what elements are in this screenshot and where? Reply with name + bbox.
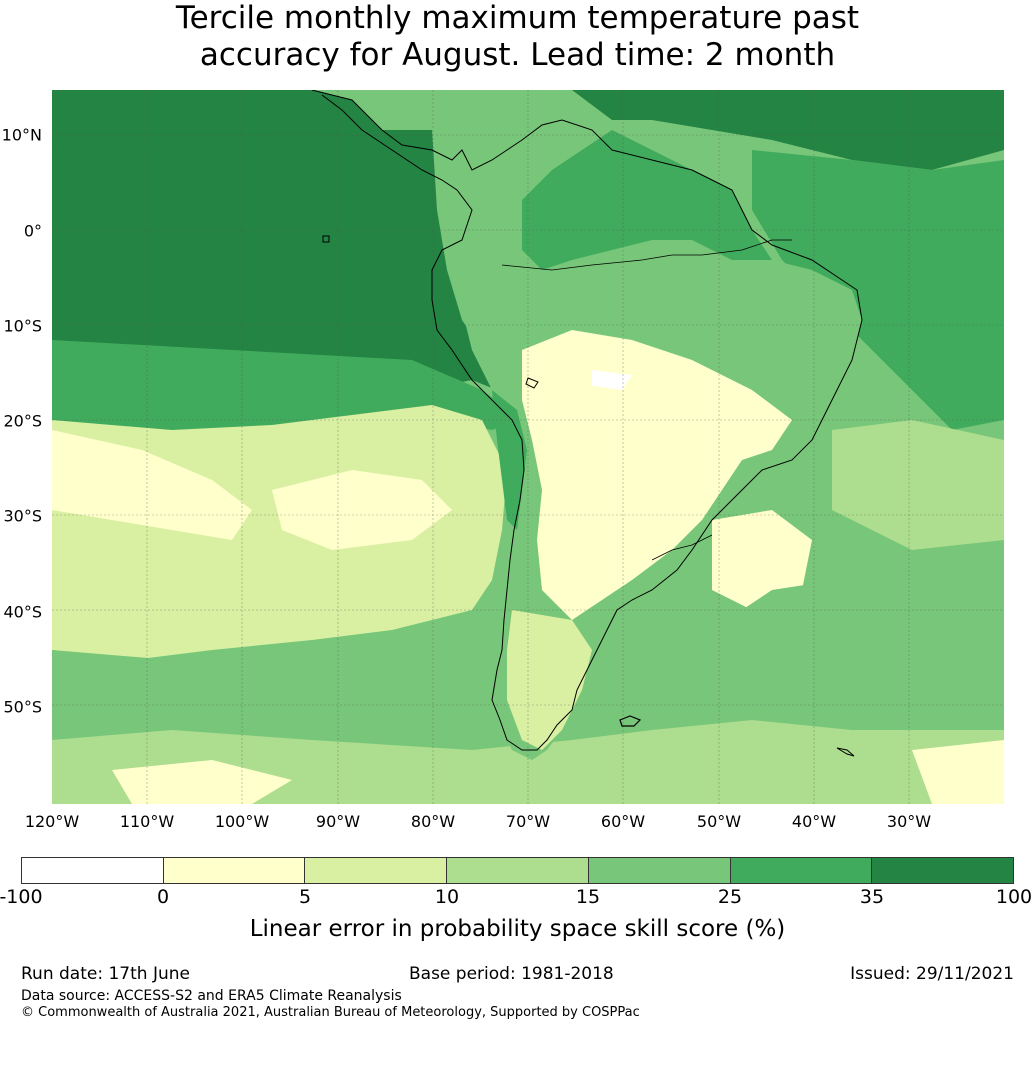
- lon-label-50w: 50°W: [696, 812, 742, 831]
- base-period: Base period: 1981-2018: [409, 964, 614, 984]
- lat-label-40s: 40°S: [3, 602, 42, 622]
- south-georgia: [836, 747, 855, 757]
- colorbar-segment-6: [872, 858, 1014, 883]
- lon-label-100w: 100°W: [214, 812, 270, 831]
- lon-label-80w: 80°W: [410, 812, 456, 831]
- colorbar-tick: 25: [717, 886, 743, 908]
- region-very-low-southern-2: [912, 740, 1004, 804]
- colorbar-tick: 10: [434, 886, 460, 908]
- region-very-low-pacific-2: [272, 470, 452, 550]
- lon-label-60w: 60°W: [600, 812, 646, 831]
- lon-label-120w: 120°W: [24, 812, 80, 831]
- data-source: Data source: ACCESS-S2 and ERA5 Climate …: [21, 988, 402, 1004]
- colorbar-segment-2: [305, 858, 448, 883]
- map-title: Tercile monthly maximum temperature past…: [0, 0, 1035, 74]
- copyright: © Commonwealth of Australia 2021, Austra…: [21, 1005, 640, 1020]
- title-line-1: Tercile monthly maximum temperature past: [175, 0, 860, 36]
- colorbar-segment-4: [588, 858, 731, 883]
- region-very-low-pacific: [52, 430, 252, 540]
- lon-label-70w: 70°W: [505, 812, 551, 831]
- colorbar-tick: 0: [156, 886, 170, 908]
- colorbar-segment-1: [163, 858, 306, 883]
- colorbar-segment-3: [447, 858, 589, 883]
- lake-titicaca: [525, 377, 539, 389]
- lon-label-110w: 110°W: [119, 812, 175, 831]
- lat-label-0: 0°: [23, 221, 42, 241]
- lon-label-40w: 40°W: [791, 812, 837, 831]
- region-mid-south-pacific: [52, 630, 502, 750]
- region-high-skill-pacific: [52, 90, 382, 150]
- issued-date: Issued: 29/11/2021: [850, 964, 1014, 984]
- colorbar-label: Linear error in probability space skill …: [249, 916, 786, 942]
- colorbar-segment-5: [730, 858, 873, 883]
- colorbar-tick: 15: [575, 886, 601, 908]
- coastline: [311, 90, 863, 751]
- region-atlantic-mid: [752, 150, 1004, 430]
- region-high-skill-atlantic-north: [572, 90, 1004, 170]
- lat-label-20s: 20°S: [3, 411, 42, 431]
- region-atlantic-very-low: [712, 510, 812, 610]
- falkland-islands: [619, 715, 642, 727]
- lat-label-30s: 30°S: [3, 506, 42, 526]
- lat-label-10n: 10°N: [1, 125, 42, 145]
- region-andes-high: [492, 390, 527, 530]
- region-land-interior-low: [522, 330, 792, 620]
- colorbar-tick: -100: [0, 886, 43, 908]
- lat-label-50s: 50°S: [3, 697, 42, 717]
- map-canvas: [52, 90, 1004, 804]
- region-very-low-southern: [112, 760, 292, 804]
- lon-label-30w: 30°W: [886, 812, 932, 831]
- colorbar: [21, 857, 1014, 884]
- rio-de-la-plata: [651, 534, 713, 561]
- run-date: Run date: 17th June: [21, 964, 190, 984]
- galapagos: [322, 235, 330, 243]
- amazon-river: [501, 239, 792, 271]
- graticule: [52, 90, 1004, 804]
- region-atlantic-low: [832, 420, 1004, 550]
- title-line-2: accuracy for August. Lead time: 2 month: [199, 37, 836, 73]
- colorbar-tick: 35: [859, 886, 885, 908]
- skill-score-map: [52, 90, 1004, 804]
- colorbar-tick: 100: [995, 886, 1033, 908]
- colorbar-segment-0: [22, 858, 164, 883]
- lon-label-90w: 90°W: [315, 812, 361, 831]
- region-land-north-high: [522, 130, 772, 270]
- colorbar-tick: 5: [298, 886, 312, 908]
- lat-label-10s: 10°S: [3, 316, 42, 336]
- region-land-interior-white: [592, 370, 632, 390]
